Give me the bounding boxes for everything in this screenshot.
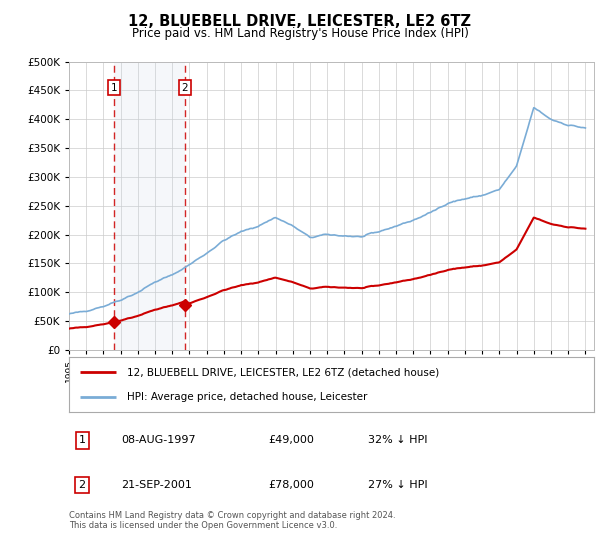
Text: 27% ↓ HPI: 27% ↓ HPI [368, 480, 428, 489]
Text: Price paid vs. HM Land Registry's House Price Index (HPI): Price paid vs. HM Land Registry's House … [131, 27, 469, 40]
Text: £78,000: £78,000 [269, 480, 314, 489]
Text: £49,000: £49,000 [269, 436, 314, 445]
Text: 2: 2 [181, 82, 188, 92]
Text: Contains HM Land Registry data © Crown copyright and database right 2024.
This d: Contains HM Land Registry data © Crown c… [69, 511, 395, 530]
Text: 08-AUG-1997: 08-AUG-1997 [121, 436, 196, 445]
Text: 2: 2 [79, 480, 86, 489]
Text: 32% ↓ HPI: 32% ↓ HPI [368, 436, 428, 445]
Text: 1: 1 [79, 436, 86, 445]
Text: 12, BLUEBELL DRIVE, LEICESTER, LE2 6TZ (detached house): 12, BLUEBELL DRIVE, LEICESTER, LE2 6TZ (… [127, 367, 439, 377]
Text: 1: 1 [110, 82, 117, 92]
Bar [114, 62, 185, 350]
Text: 12, BLUEBELL DRIVE, LEICESTER, LE2 6TZ: 12, BLUEBELL DRIVE, LEICESTER, LE2 6TZ [128, 14, 472, 29]
Text: HPI: Average price, detached house, Leicester: HPI: Average price, detached house, Leic… [127, 393, 367, 402]
Text: 21-SEP-2001: 21-SEP-2001 [121, 480, 193, 489]
